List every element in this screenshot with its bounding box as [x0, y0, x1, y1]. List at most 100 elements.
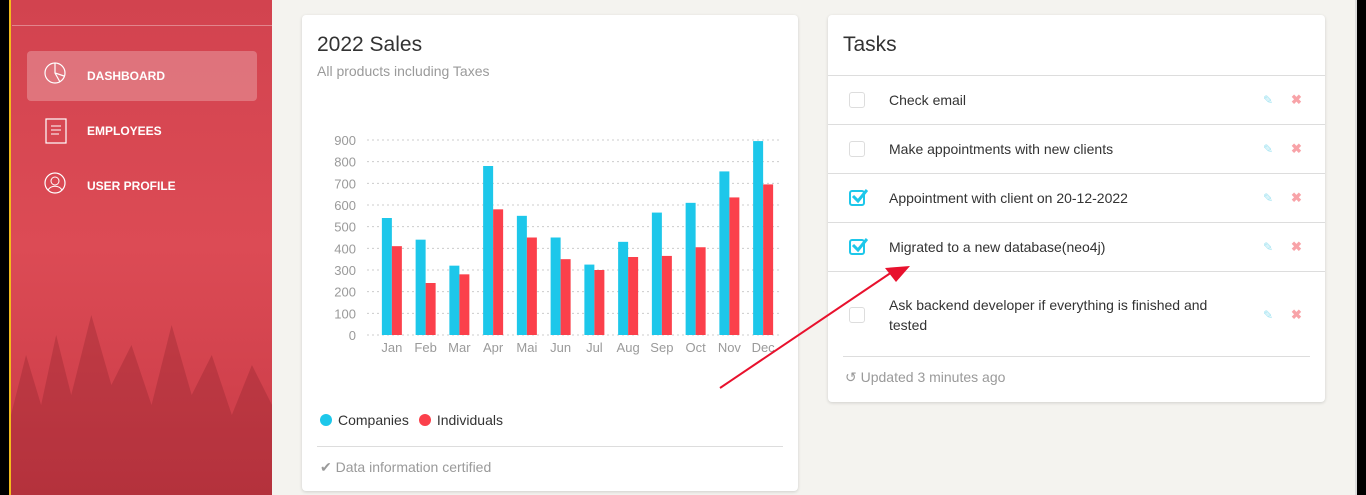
- bar-individuals: [763, 184, 774, 335]
- bar-companies: [719, 171, 730, 335]
- card-footer: ✔ Data information certified: [320, 459, 491, 476]
- card-divider: [843, 356, 1310, 357]
- sidebar: DASHBOARD EMPLOYEES USER PROFILE: [11, 0, 272, 495]
- history-icon: ↺: [845, 369, 857, 385]
- bar-companies: [550, 237, 561, 335]
- legend-dot-individuals: [418, 414, 431, 426]
- task-checkbox[interactable]: [849, 238, 868, 255]
- y-tick-label: 100: [334, 306, 356, 321]
- y-tick-label: 200: [334, 285, 356, 300]
- clipboard-icon: [45, 118, 67, 144]
- close-icon[interactable]: ✖: [1291, 141, 1302, 156]
- x-tick-label: Dec: [752, 340, 776, 355]
- sales-card: 2022 Sales All products including Taxes …: [302, 15, 798, 491]
- y-tick-label: 700: [334, 176, 356, 191]
- task-text: Ask backend developer if everything is f…: [889, 296, 1208, 333]
- sidebar-divider: [12, 25, 272, 26]
- window-edge: [0, 0, 11, 495]
- bar-individuals: [560, 259, 571, 335]
- bar-individuals: [594, 270, 605, 335]
- close-icon[interactable]: ✖: [1291, 306, 1302, 322]
- sidebar-item-label: DASHBOARD: [87, 69, 165, 83]
- footer-text: Data information certified: [335, 459, 492, 475]
- card-divider: [317, 446, 783, 447]
- task-text: Appointment with client on 20-12-2022: [889, 190, 1128, 206]
- bar-companies: [381, 218, 392, 335]
- bar-companies: [483, 166, 494, 335]
- scrollbar[interactable]: [1355, 0, 1366, 495]
- bar-individuals: [661, 255, 672, 335]
- x-tick-label: Oct: [686, 340, 707, 355]
- card-title: 2022 Sales: [317, 33, 423, 56]
- bar-companies: [618, 241, 629, 335]
- card-subtitle: All products including Taxes: [317, 63, 490, 79]
- bar-companies: [449, 265, 460, 335]
- card-title: Tasks: [843, 33, 897, 56]
- task-checkbox[interactable]: [849, 92, 865, 108]
- task-text: Migrated to a new database(neo4j): [889, 239, 1106, 255]
- bar-companies: [584, 264, 595, 335]
- bar-individuals: [391, 246, 402, 335]
- legend-individuals: Individuals: [436, 412, 503, 428]
- task-item: Appointment with client on 20-12-2022 ✎ ✖: [828, 174, 1325, 223]
- task-checkbox[interactable]: [849, 189, 868, 206]
- bar-companies: [516, 215, 527, 335]
- sidebar-item-employees[interactable]: EMPLOYEES: [27, 106, 257, 156]
- y-tick-label: 500: [334, 220, 356, 235]
- y-tick-label: 400: [334, 241, 356, 256]
- edit-icon[interactable]: ✎: [1263, 142, 1274, 156]
- x-tick-label: Apr: [483, 340, 504, 355]
- x-tick-label: Feb: [414, 340, 436, 355]
- task-text: Check email: [889, 92, 967, 108]
- y-tick-label: 300: [334, 263, 356, 278]
- task-checkbox[interactable]: [849, 141, 865, 157]
- bar-companies: [753, 141, 764, 335]
- chart-legend: Companies Individuals: [320, 412, 503, 428]
- close-icon[interactable]: ✖: [1291, 92, 1302, 107]
- x-tick-label: Mar: [448, 340, 471, 355]
- x-tick-label: Sep: [650, 340, 673, 355]
- y-tick-label: 800: [334, 155, 356, 170]
- edit-icon[interactable]: ✎: [1263, 240, 1274, 254]
- bar-individuals: [459, 274, 470, 335]
- bar-companies: [415, 239, 426, 335]
- user-icon: [44, 172, 66, 194]
- task-text: Make appointments with new clients: [889, 141, 1114, 157]
- check-icon: ✔: [320, 459, 332, 475]
- x-tick-label: Jul: [586, 340, 603, 355]
- forest-background: [11, 315, 272, 495]
- x-tick-label: Mai: [516, 340, 537, 355]
- bar-individuals: [425, 283, 436, 335]
- sidebar-item-dashboard[interactable]: DASHBOARD: [27, 51, 257, 101]
- bar-companies: [651, 212, 662, 335]
- bar-individuals: [695, 247, 706, 335]
- task-item: Ask backend developer if everything is f…: [828, 272, 1325, 357]
- bar-individuals: [628, 257, 639, 335]
- sidebar-item-user-profile[interactable]: USER PROFILE: [27, 161, 257, 211]
- divider: [828, 75, 1325, 76]
- edit-icon[interactable]: ✎: [1263, 307, 1274, 322]
- bar-individuals: [526, 237, 537, 335]
- task-item: Make appointments with new clients ✎ ✖: [828, 125, 1325, 174]
- y-tick-label: 600: [334, 198, 356, 213]
- sidebar-item-label: EMPLOYEES: [87, 124, 162, 138]
- edit-icon[interactable]: ✎: [1263, 191, 1274, 205]
- y-tick-label: 900: [334, 133, 356, 148]
- x-tick-label: Aug: [617, 340, 640, 355]
- x-tick-label: Jun: [550, 340, 571, 355]
- edit-icon[interactable]: ✎: [1263, 93, 1274, 107]
- sidebar-item-label: USER PROFILE: [87, 179, 176, 193]
- card-footer: ↺ Updated 3 minutes ago: [845, 369, 1005, 386]
- tasks-card: Tasks Check email ✎ ✖ Make appointments wit…: [828, 15, 1325, 402]
- pie-chart-icon: [44, 62, 66, 84]
- legend-companies: Companies: [338, 412, 409, 428]
- legend-dot-companies: [320, 414, 332, 426]
- y-tick-label: 0: [349, 328, 356, 343]
- task-item: Check email ✎ ✖: [828, 76, 1325, 125]
- close-icon[interactable]: ✖: [1291, 239, 1302, 254]
- bar-individuals: [493, 209, 504, 335]
- footer-text: Updated 3 minutes ago: [860, 369, 1006, 385]
- bar-companies: [685, 202, 696, 335]
- task-checkbox[interactable]: [849, 306, 865, 323]
- close-icon[interactable]: ✖: [1291, 190, 1302, 205]
